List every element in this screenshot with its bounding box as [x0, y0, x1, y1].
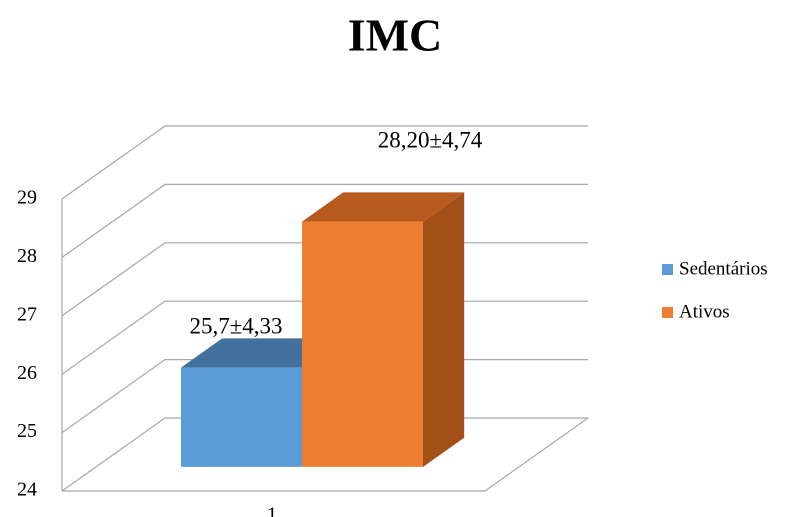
grid-line [61, 125, 588, 200]
value-label: 28,20±4,74 [378, 127, 483, 152]
y-tick-label: 29 [17, 187, 37, 209]
legend-swatch [662, 264, 673, 275]
bar-side [422, 192, 465, 467]
chart-title: IMC [348, 10, 443, 61]
bar [180, 367, 302, 467]
value-label: 25,7±4,33 [189, 313, 282, 338]
bar-top [301, 192, 465, 222]
legend-label: Sedentários [679, 258, 768, 279]
legend-label: Ativos [679, 301, 730, 322]
y-tick-label: 27 [17, 303, 37, 325]
floor-edge [62, 417, 589, 492]
y-tick-label: 24 [17, 479, 37, 501]
y-tick-label: 26 [17, 362, 37, 384]
bar [301, 221, 423, 467]
x-tick-label: 1 [267, 504, 277, 517]
grid-line [61, 183, 588, 258]
y-tick-label: 25 [17, 420, 37, 442]
legend-swatch [662, 307, 673, 318]
y-tick-label: 28 [17, 245, 37, 267]
